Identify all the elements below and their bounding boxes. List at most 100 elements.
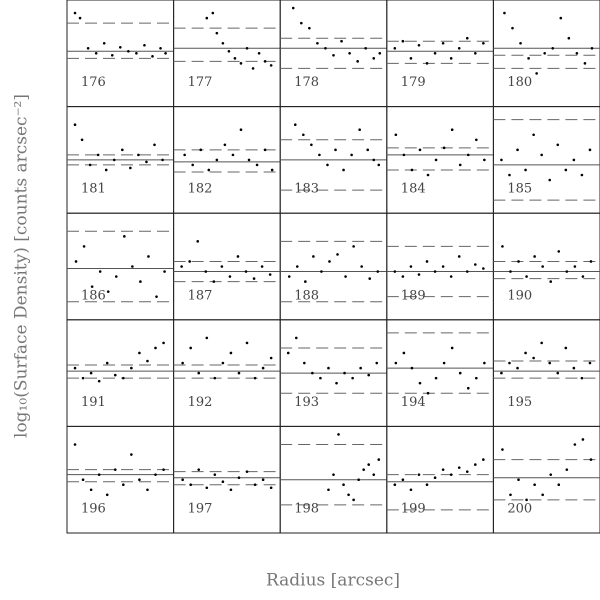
point xyxy=(475,138,478,142)
point xyxy=(105,493,109,497)
point xyxy=(557,483,561,487)
point xyxy=(516,148,519,152)
point xyxy=(255,163,259,167)
point xyxy=(548,361,552,365)
point xyxy=(572,158,576,162)
panel-frame xyxy=(492,319,600,427)
point xyxy=(482,267,485,270)
panel-frame xyxy=(492,425,600,534)
panel-frame xyxy=(492,0,600,108)
point xyxy=(549,473,553,476)
point xyxy=(143,43,146,47)
point xyxy=(327,366,330,370)
panel-label: 193 xyxy=(294,395,319,410)
point xyxy=(551,46,555,50)
point xyxy=(295,265,299,268)
point xyxy=(237,476,241,479)
panel-label: 180 xyxy=(507,75,532,90)
point xyxy=(433,270,437,273)
point xyxy=(326,163,329,167)
point xyxy=(73,443,77,446)
point xyxy=(221,41,225,45)
point xyxy=(549,280,553,283)
point xyxy=(312,255,315,258)
point xyxy=(573,443,577,446)
point xyxy=(352,245,355,248)
point xyxy=(145,160,148,164)
point xyxy=(189,346,192,350)
point xyxy=(244,270,248,273)
point xyxy=(151,55,154,58)
point xyxy=(366,148,370,152)
point xyxy=(482,41,485,45)
point xyxy=(409,488,413,492)
point xyxy=(153,143,156,147)
point xyxy=(524,168,527,172)
point xyxy=(394,133,398,137)
point xyxy=(508,361,511,365)
point xyxy=(155,295,158,298)
point xyxy=(588,148,592,152)
panel-frame xyxy=(66,0,175,108)
point xyxy=(205,486,209,490)
point xyxy=(356,60,359,63)
point xyxy=(253,483,257,487)
point xyxy=(294,336,298,340)
point xyxy=(508,173,511,177)
point xyxy=(573,265,577,268)
point xyxy=(575,52,579,55)
point xyxy=(342,483,345,487)
point xyxy=(94,52,98,55)
point xyxy=(377,163,381,167)
point xyxy=(159,46,162,50)
panel-label: 185 xyxy=(507,182,532,197)
point xyxy=(183,153,186,157)
point xyxy=(135,52,138,55)
point xyxy=(535,72,538,75)
point xyxy=(418,381,422,385)
point xyxy=(110,54,114,57)
point xyxy=(556,143,560,147)
point xyxy=(532,356,535,360)
point xyxy=(196,240,200,243)
point xyxy=(474,263,477,266)
point xyxy=(229,351,233,355)
panel-label: 184 xyxy=(401,182,426,197)
point xyxy=(503,11,506,15)
point xyxy=(98,270,102,273)
point xyxy=(162,468,165,471)
point xyxy=(425,483,429,487)
point xyxy=(433,476,437,479)
point xyxy=(78,16,82,20)
point xyxy=(567,36,571,40)
panel-frame xyxy=(386,212,494,321)
point xyxy=(401,275,405,278)
point xyxy=(188,260,191,263)
point xyxy=(320,270,323,273)
point xyxy=(347,493,350,497)
panel-label: 178 xyxy=(294,75,319,90)
point xyxy=(588,361,592,365)
point xyxy=(268,273,272,276)
point xyxy=(233,57,237,60)
point xyxy=(215,31,219,35)
point xyxy=(434,376,438,380)
panel-frame xyxy=(173,106,281,214)
point xyxy=(205,336,209,340)
point xyxy=(589,458,593,461)
point xyxy=(372,158,376,162)
point xyxy=(335,381,338,385)
point xyxy=(131,265,134,268)
point xyxy=(417,273,421,276)
point xyxy=(533,255,536,258)
point xyxy=(318,153,321,157)
point xyxy=(270,168,274,172)
y-axis-label: log₁₀(Surface Density) [counts arcsec⁻²] xyxy=(12,94,32,438)
panel-label: 194 xyxy=(401,395,426,410)
point xyxy=(441,41,445,45)
point xyxy=(73,11,77,15)
panel-frame xyxy=(492,212,600,321)
point xyxy=(343,371,346,375)
point xyxy=(410,168,414,172)
